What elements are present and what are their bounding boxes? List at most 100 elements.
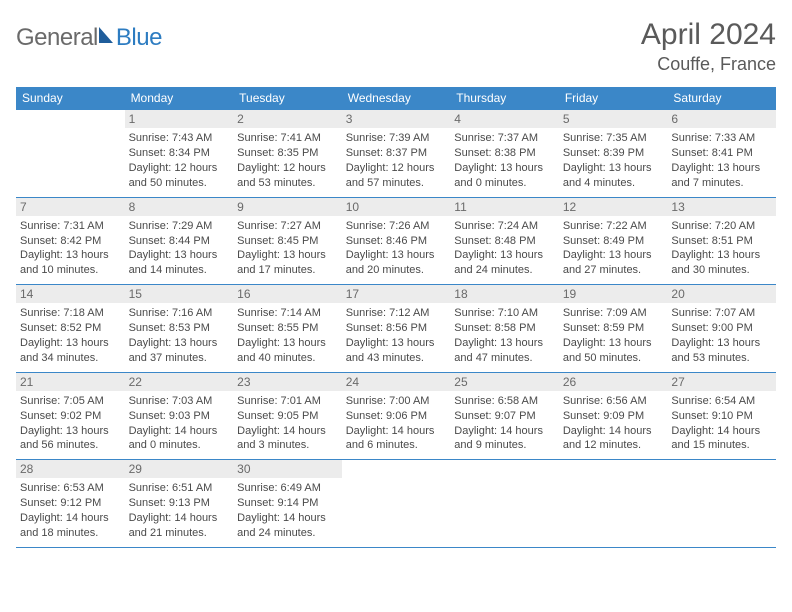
- daylight-line: Daylight: 14 hours and 21 minutes.: [129, 511, 230, 541]
- calendar-cell: 30Sunrise: 6:49 AMSunset: 9:14 PMDayligh…: [233, 459, 342, 548]
- sunset-line: Sunset: 9:05 PM: [237, 409, 338, 424]
- day-number: 7: [16, 198, 125, 216]
- sunrise-line: Sunrise: 6:56 AM: [563, 394, 664, 409]
- sunrise-line: Sunrise: 7:01 AM: [237, 394, 338, 409]
- sunset-line: Sunset: 8:39 PM: [563, 146, 664, 161]
- sunrise-line: Sunrise: 7:37 AM: [454, 131, 555, 146]
- calendar-cell: 21Sunrise: 7:05 AMSunset: 9:02 PMDayligh…: [16, 372, 125, 460]
- day-number: 16: [233, 285, 342, 303]
- sunrise-line: Sunrise: 7:39 AM: [346, 131, 447, 146]
- sunset-line: Sunset: 8:37 PM: [346, 146, 447, 161]
- daylight-line: Daylight: 12 hours and 57 minutes.: [346, 161, 447, 191]
- calendar-cell: 28 Sunrise: 6:53 AMSunset: 9:12 PMDayligh…: [16, 459, 125, 548]
- daylight-line: Daylight: 13 hours and 53 minutes.: [671, 336, 772, 366]
- sunrise-line: Sunrise: 7:07 AM: [671, 306, 772, 321]
- calendar-cell: .: [559, 459, 668, 548]
- sunrise-line: Sunrise: 7:22 AM: [563, 219, 664, 234]
- calendar-cell: 10Sunrise: 7:26 AMSunset: 8:46 PMDayligh…: [342, 197, 451, 285]
- sunrise-line: Sunrise: 6:58 AM: [454, 394, 555, 409]
- calendar-cell: 13Sunrise: 7:20 AMSunset: 8:51 PMDayligh…: [667, 197, 776, 285]
- sunset-line: Sunset: 9:06 PM: [346, 409, 447, 424]
- sunset-line: Sunset: 8:45 PM: [237, 234, 338, 249]
- sunrise-line: Sunrise: 7:05 AM: [20, 394, 121, 409]
- daylight-line: Daylight: 13 hours and 17 minutes.: [237, 248, 338, 278]
- sunset-line: Sunset: 9:00 PM: [671, 321, 772, 336]
- sunset-line: Sunset: 9:03 PM: [129, 409, 230, 424]
- calendar-cell: 3 Sunrise: 7:39 AMSunset: 8:37 PMDaylight…: [342, 109, 451, 197]
- daylight-line: Daylight: 12 hours and 50 minutes.: [129, 161, 230, 191]
- weekday-header: Saturday: [667, 87, 776, 109]
- sunset-line: Sunset: 9:14 PM: [237, 496, 338, 511]
- sunrise-line: Sunrise: 7:16 AM: [129, 306, 230, 321]
- sunset-line: Sunset: 8:53 PM: [129, 321, 230, 336]
- calendar-cell: 1Sunrise: 7:43 AMSunset: 8:34 PMDaylight…: [125, 109, 234, 197]
- daylight-line: Daylight: 14 hours and 0 minutes.: [129, 424, 230, 454]
- logo: General Blue: [16, 18, 162, 52]
- day-number: 10: [342, 198, 451, 216]
- calendar-cell: 4Sunrise: 7:37 AMSunset: 8:38 PMDaylight…: [450, 109, 559, 197]
- calendar-cell: .: [667, 459, 776, 548]
- sunrise-line: Sunrise: 7:31 AM: [20, 219, 121, 234]
- daylight-line: Daylight: 13 hours and 14 minutes.: [129, 248, 230, 278]
- daylight-line: Daylight: 14 hours and 6 minutes.: [346, 424, 447, 454]
- day-number: 20: [667, 285, 776, 303]
- sunrise-line: Sunrise: 7:27 AM: [237, 219, 338, 234]
- sunrise-line: Sunrise: 7:00 AM: [346, 394, 447, 409]
- daylight-line: Daylight: 13 hours and 40 minutes.: [237, 336, 338, 366]
- calendar-cell: 9 Sunrise: 7:27 AMSunset: 8:45 PMDaylight…: [233, 197, 342, 285]
- daylight-line: Daylight: 13 hours and 56 minutes.: [20, 424, 121, 454]
- calendar-cell: 2Sunrise: 7:41 AMSunset: 8:35 PMDaylight…: [233, 109, 342, 197]
- day-number: 18: [450, 285, 559, 303]
- sunset-line: Sunset: 8:51 PM: [671, 234, 772, 249]
- day-number: 5: [559, 110, 668, 128]
- daylight-line: Daylight: 14 hours and 9 minutes.: [454, 424, 555, 454]
- calendar-cell: 17Sunrise: 7:12 AMSunset: 8:56 PMDayligh…: [342, 284, 451, 372]
- daylight-line: Daylight: 14 hours and 3 minutes.: [237, 424, 338, 454]
- sunset-line: Sunset: 8:55 PM: [237, 321, 338, 336]
- logo-sail-icon: [98, 26, 114, 44]
- sunset-line: Sunset: 8:59 PM: [563, 321, 664, 336]
- sunset-line: Sunset: 8:49 PM: [563, 234, 664, 249]
- weekday-header: Tuesday: [233, 87, 342, 109]
- sunset-line: Sunset: 9:13 PM: [129, 496, 230, 511]
- day-number: 27: [667, 373, 776, 391]
- daylight-line: Daylight: 13 hours and 43 minutes.: [346, 336, 447, 366]
- calendar-cell: 27Sunrise: 6:54 AMSunset: 9:10 PMDayligh…: [667, 372, 776, 460]
- sunset-line: Sunset: 8:34 PM: [129, 146, 230, 161]
- sunrise-line: Sunrise: 6:53 AM: [20, 481, 121, 496]
- day-number: 8: [125, 198, 234, 216]
- calendar-cell: .: [450, 459, 559, 548]
- day-number: 4: [450, 110, 559, 128]
- day-number: 21: [16, 373, 125, 391]
- day-number: 1: [125, 110, 234, 128]
- sunrise-line: Sunrise: 7:14 AM: [237, 306, 338, 321]
- sunset-line: Sunset: 8:44 PM: [129, 234, 230, 249]
- daylight-line: Daylight: 14 hours and 12 minutes.: [563, 424, 664, 454]
- sunset-line: Sunset: 8:38 PM: [454, 146, 555, 161]
- daylight-line: Daylight: 13 hours and 27 minutes.: [563, 248, 664, 278]
- day-number: 23: [233, 373, 342, 391]
- weekday-header: Monday: [125, 87, 234, 109]
- day-number: 29: [125, 460, 234, 478]
- header: General Blue April 2024 Couffe, France: [16, 18, 776, 75]
- daylight-line: Daylight: 13 hours and 7 minutes.: [671, 161, 772, 191]
- sunset-line: Sunset: 8:58 PM: [454, 321, 555, 336]
- sunrise-line: Sunrise: 7:03 AM: [129, 394, 230, 409]
- sunrise-line: Sunrise: 7:35 AM: [563, 131, 664, 146]
- sunrise-line: Sunrise: 7:09 AM: [563, 306, 664, 321]
- calendar-cell: 7Sunrise: 7:31 AMSunset: 8:42 PMDaylight…: [16, 197, 125, 285]
- calendar-cell: 15Sunrise: 7:16 AMSunset: 8:53 PMDayligh…: [125, 284, 234, 372]
- sunrise-line: Sunrise: 7:12 AM: [346, 306, 447, 321]
- sunset-line: Sunset: 9:12 PM: [20, 496, 121, 511]
- calendar-cell: 8Sunrise: 7:29 AMSunset: 8:44 PMDaylight…: [125, 197, 234, 285]
- day-number: 28: [16, 460, 125, 478]
- sunrise-line: Sunrise: 7:24 AM: [454, 219, 555, 234]
- sunrise-line: Sunrise: 7:26 AM: [346, 219, 447, 234]
- day-number: 3: [342, 110, 451, 128]
- daylight-line: Daylight: 14 hours and 18 minutes.: [20, 511, 121, 541]
- daylight-line: Daylight: 12 hours and 53 minutes.: [237, 161, 338, 191]
- day-number: 2: [233, 110, 342, 128]
- weekday-header: Sunday: [16, 87, 125, 109]
- day-number: 9: [233, 198, 342, 216]
- weekday-header: Thursday: [450, 87, 559, 109]
